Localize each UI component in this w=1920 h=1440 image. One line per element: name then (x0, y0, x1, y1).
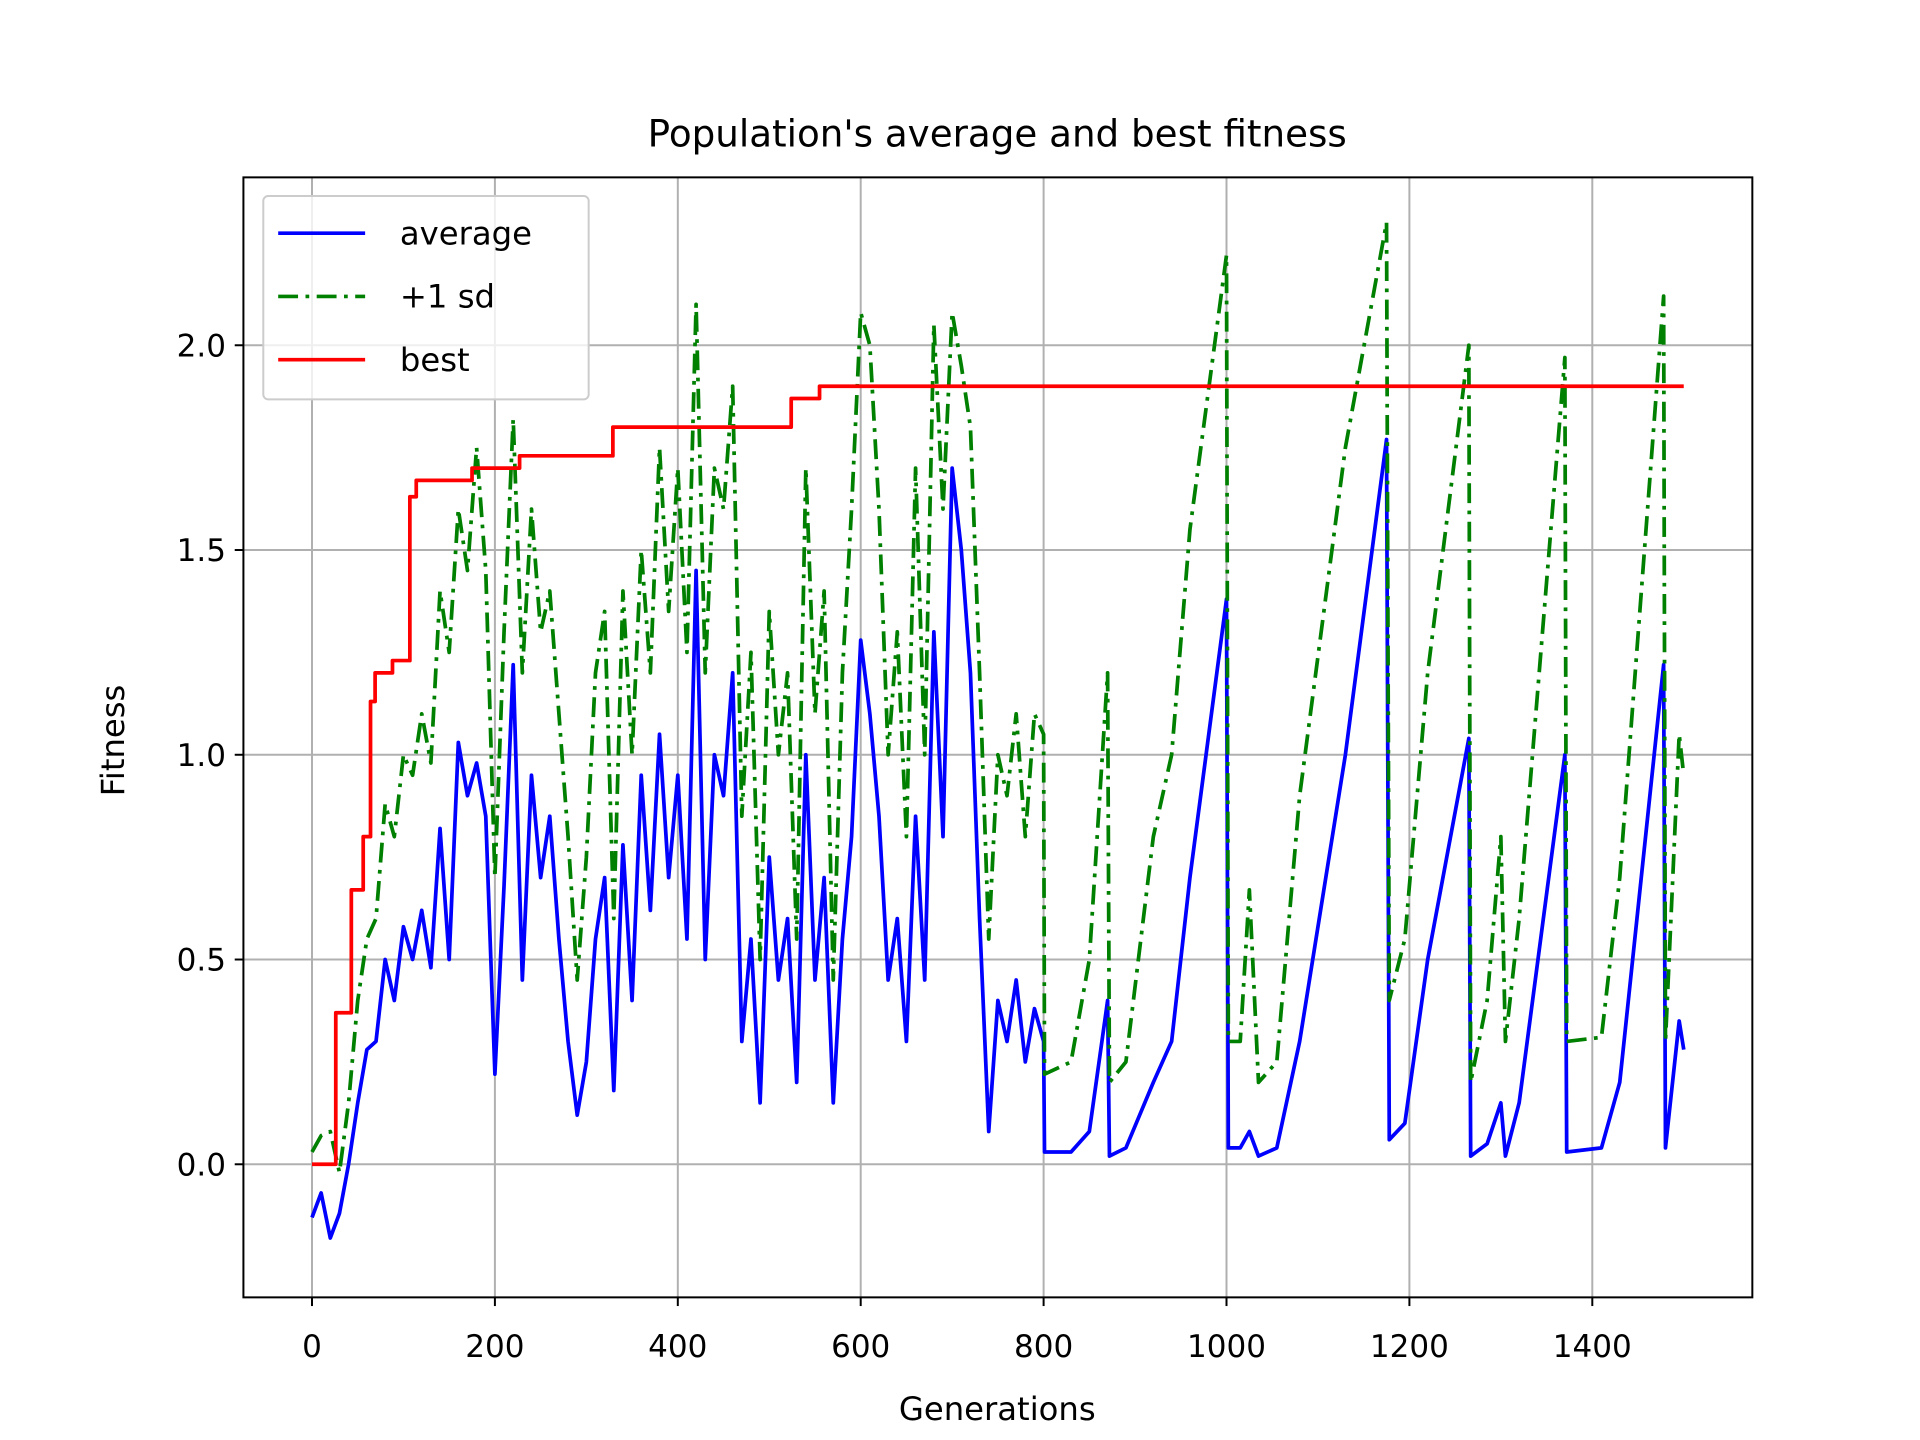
series-line (310, 437, 1686, 1240)
series-line (312, 384, 1684, 1167)
plot-frame (242, 176, 1754, 1299)
chart-title: Population's average and best fitness (648, 111, 1347, 155)
y-axis-label: Fitness (94, 685, 132, 797)
y-tick-label: 1.0 (177, 738, 226, 774)
x-tick-label: 200 (465, 1329, 524, 1365)
x-axis-label: Generations (899, 1390, 1096, 1428)
y-tick-label: 0.0 (177, 1147, 226, 1183)
x-tick-label: 400 (648, 1329, 707, 1365)
legend-label: +1 sd (400, 278, 495, 316)
legend-label: best (400, 341, 470, 379)
x-tick-label: 1000 (1187, 1329, 1266, 1365)
x-tick-label: 0 (302, 1329, 322, 1365)
legend-label: average (400, 214, 532, 252)
series-line (310, 220, 1686, 1175)
x-tick-label: 1400 (1553, 1329, 1632, 1365)
legend: average +1 sd best (262, 194, 590, 401)
y-tick-label: 1.5 (177, 533, 226, 569)
x-tick-label: 1200 (1370, 1329, 1449, 1365)
y-tick-label: 0.5 (177, 943, 226, 979)
x-tick-label: 600 (831, 1329, 890, 1365)
x-tick-label: 800 (1014, 1329, 1073, 1365)
legend-box (262, 194, 590, 401)
y-tick-label: 2.0 (177, 328, 226, 364)
